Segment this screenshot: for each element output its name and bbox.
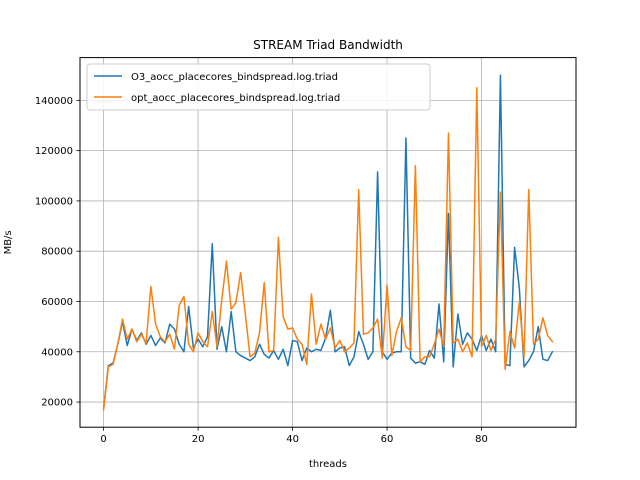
y-tick-label: 60000: [41, 297, 73, 308]
series-line-1: [102, 87, 554, 411]
legend-box: [86, 63, 431, 111]
x-tick-label: 60: [381, 434, 394, 445]
x-axis-label: threads: [309, 459, 347, 470]
y-tick-label: 100000: [35, 196, 73, 207]
chart-title: STREAM Triad Bandwidth: [253, 38, 403, 52]
y-tick-label: 140000: [35, 96, 73, 107]
y-axis: 20000 40000 60000 80000 100000 120000 140000: [35, 96, 80, 409]
x-tick-label: 0: [100, 434, 106, 445]
y-axis-label: MB/s: [3, 230, 14, 254]
y-tick-label: 120000: [35, 146, 73, 157]
y-tick-label: 40000: [41, 347, 73, 358]
legend-label-o3: O3_aocc_placecores_bindspread.log.triad: [131, 72, 338, 83]
series-line-0: [102, 74, 554, 410]
series-layer: [102, 74, 554, 411]
x-tick-label: 80: [475, 434, 488, 445]
x-axis: 0 20 40 60 80: [100, 427, 488, 445]
plot-area-frame: [79, 57, 577, 428]
y-tick-label: 80000: [41, 247, 73, 258]
legend: O3_aocc_placecores_bindspread.log.triad …: [86, 63, 431, 111]
x-tick-label: 40: [286, 434, 299, 445]
gridlines: [80, 57, 576, 428]
y-tick-label: 20000: [41, 398, 73, 409]
legend-label-opt: opt_aocc_placecores_bindspread.log.triad: [131, 93, 340, 104]
x-tick-label: 20: [192, 434, 205, 445]
